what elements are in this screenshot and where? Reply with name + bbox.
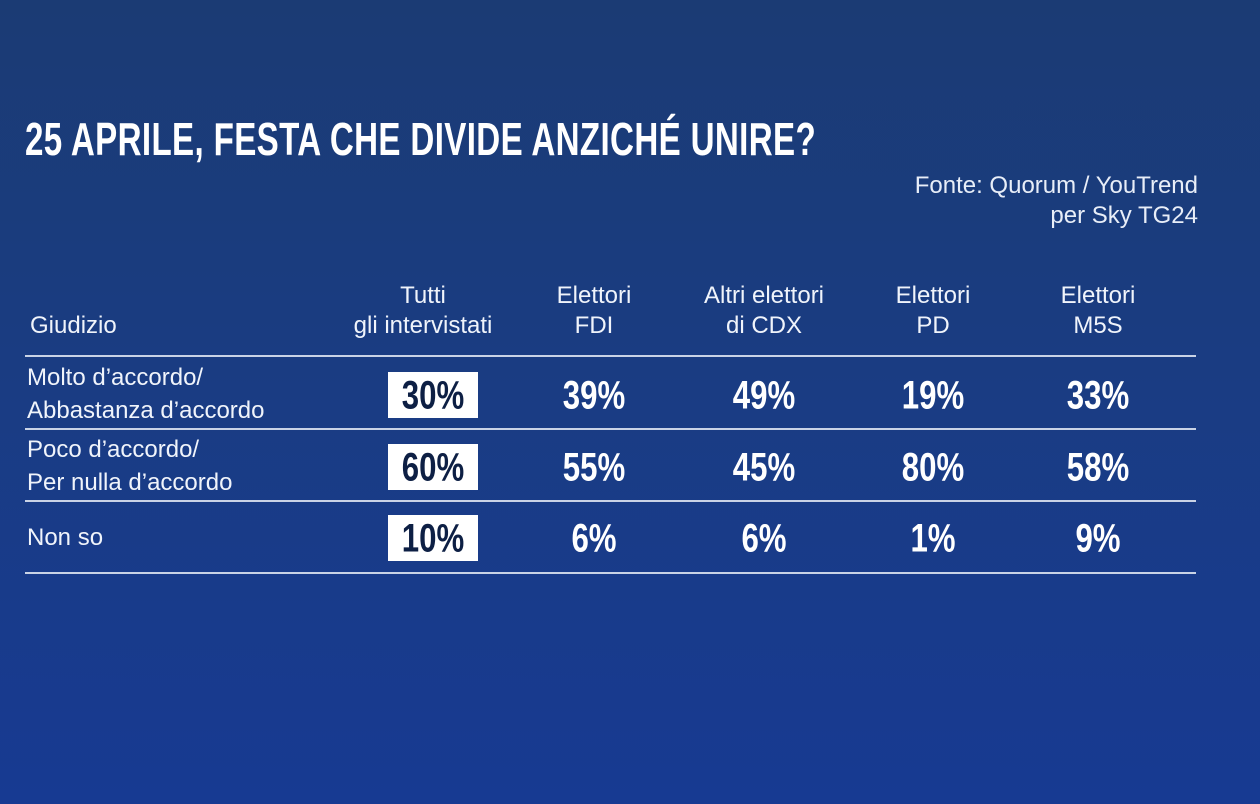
row-label: Molto d’accordo/: [27, 364, 204, 391]
cell-value: 30%: [401, 373, 465, 418]
cell-value: 55%: [562, 445, 626, 490]
row-label: Abbastanza d’accordo: [27, 397, 265, 424]
column-header: di CDX: [725, 312, 803, 339]
cell-value: 10%: [401, 516, 465, 561]
column-header: Elettori: [895, 282, 971, 309]
row-divider: [25, 355, 1196, 357]
column-header: Giudizio: [30, 312, 117, 339]
cell-value: 9%: [1075, 516, 1121, 561]
cell-value: 60%: [401, 445, 465, 490]
cell-value: 45%: [732, 445, 796, 490]
highlight-box: [388, 372, 478, 418]
cell-value: 33%: [1066, 373, 1130, 418]
highlight-box: [388, 444, 478, 490]
source: per Sky TG24: [1050, 202, 1198, 229]
source: Fonte: Quorum / YouTrend: [914, 172, 1198, 199]
cell-value: 1%: [910, 516, 956, 561]
cell-value: 6%: [571, 516, 617, 561]
row-divider: [25, 572, 1196, 574]
row-label: Per nulla d’accordo: [27, 469, 233, 496]
column-header: Tutti: [400, 282, 446, 309]
column-header: Altri elettori: [703, 282, 825, 309]
cell-value: 58%: [1066, 445, 1130, 490]
row-label: Poco d’accordo/: [27, 436, 200, 463]
column-header: Elettori: [556, 282, 632, 309]
cell-value: 39%: [562, 373, 626, 418]
row-divider: [25, 500, 1196, 502]
row-divider: [25, 428, 1196, 430]
column-header: FDI: [574, 312, 614, 339]
row-label: Non so: [27, 523, 104, 551]
column-header: M5S: [1073, 312, 1123, 339]
title: 25 APRILE, FESTA CHE DIVIDE ANZICHÉ UNIR…: [25, 113, 817, 165]
column-header: Elettori: [1060, 282, 1136, 309]
cell-value: 19%: [901, 373, 965, 418]
highlight-box: [388, 515, 478, 561]
column-header: gli intervistati: [353, 312, 493, 339]
cell-value: 49%: [732, 373, 796, 418]
column-header: PD: [916, 312, 950, 339]
cell-value: 6%: [741, 516, 787, 561]
cell-value: 80%: [901, 445, 965, 490]
